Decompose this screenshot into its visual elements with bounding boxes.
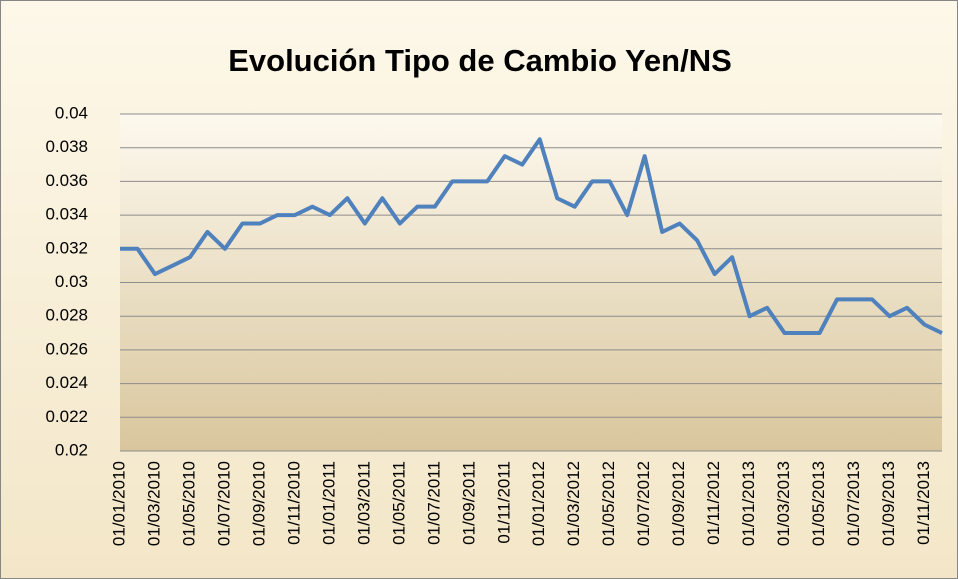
x-tick-label: 01/07/2013 bbox=[844, 461, 863, 546]
y-tick-label: 0.034 bbox=[45, 205, 88, 224]
data-line bbox=[120, 137, 943, 336]
x-tick-label: 01/11/2013 bbox=[914, 461, 933, 545]
chart-title: Evolución Tipo de Cambio Yen/NS bbox=[228, 43, 732, 78]
x-tick-label: 01/05/2011 bbox=[389, 461, 408, 545]
y-tick-label: 0.028 bbox=[45, 306, 88, 325]
x-tick-label: 01/03/2011 bbox=[354, 461, 373, 545]
y-tick-label: 0.036 bbox=[45, 171, 88, 190]
x-tick-label: 01/03/2013 bbox=[774, 461, 793, 546]
x-tick-label: 01/11/2010 bbox=[284, 461, 303, 545]
y-tick-label: 0.024 bbox=[45, 373, 88, 392]
x-tick-label: 01/07/2010 bbox=[214, 461, 233, 546]
x-tick-label: 01/09/2011 bbox=[459, 461, 478, 545]
y-tick-label: 0.02 bbox=[55, 440, 88, 459]
y-tick-label: 0.04 bbox=[55, 103, 88, 122]
x-tick-label: 01/05/2013 bbox=[809, 461, 828, 546]
x-tick-label: 01/03/2012 bbox=[564, 461, 583, 546]
y-tick-label: 0.022 bbox=[45, 407, 88, 426]
x-tick-label: 01/01/2013 bbox=[739, 461, 758, 546]
x-tick-label: 01/07/2011 bbox=[424, 461, 443, 545]
x-tick-label: 01/11/2012 bbox=[704, 461, 723, 545]
x-tick-label: 01/01/2012 bbox=[529, 461, 548, 546]
x-tick-label: 01/09/2012 bbox=[669, 461, 688, 546]
x-tick-label: 01/01/2010 bbox=[109, 461, 128, 546]
y-tick-label: 0.03 bbox=[55, 272, 88, 291]
x-tick-label: 01/11/2011 bbox=[494, 461, 513, 544]
y-tick-label: 0.032 bbox=[45, 238, 88, 257]
x-tick-label: 01/03/2010 bbox=[144, 461, 163, 546]
x-tick-label: 01/05/2010 bbox=[179, 461, 198, 546]
x-tick-label: 01/07/2012 bbox=[634, 461, 653, 546]
x-tick-label: 01/09/2013 bbox=[879, 461, 898, 546]
y-tick-label: 0.026 bbox=[45, 339, 88, 358]
y-tick-label: 0.038 bbox=[45, 137, 88, 156]
x-tick-label: 01/05/2012 bbox=[599, 461, 618, 546]
x-tick-label: 01/01/2011 bbox=[319, 461, 338, 545]
x-tick-label: 01/09/2010 bbox=[249, 461, 268, 546]
